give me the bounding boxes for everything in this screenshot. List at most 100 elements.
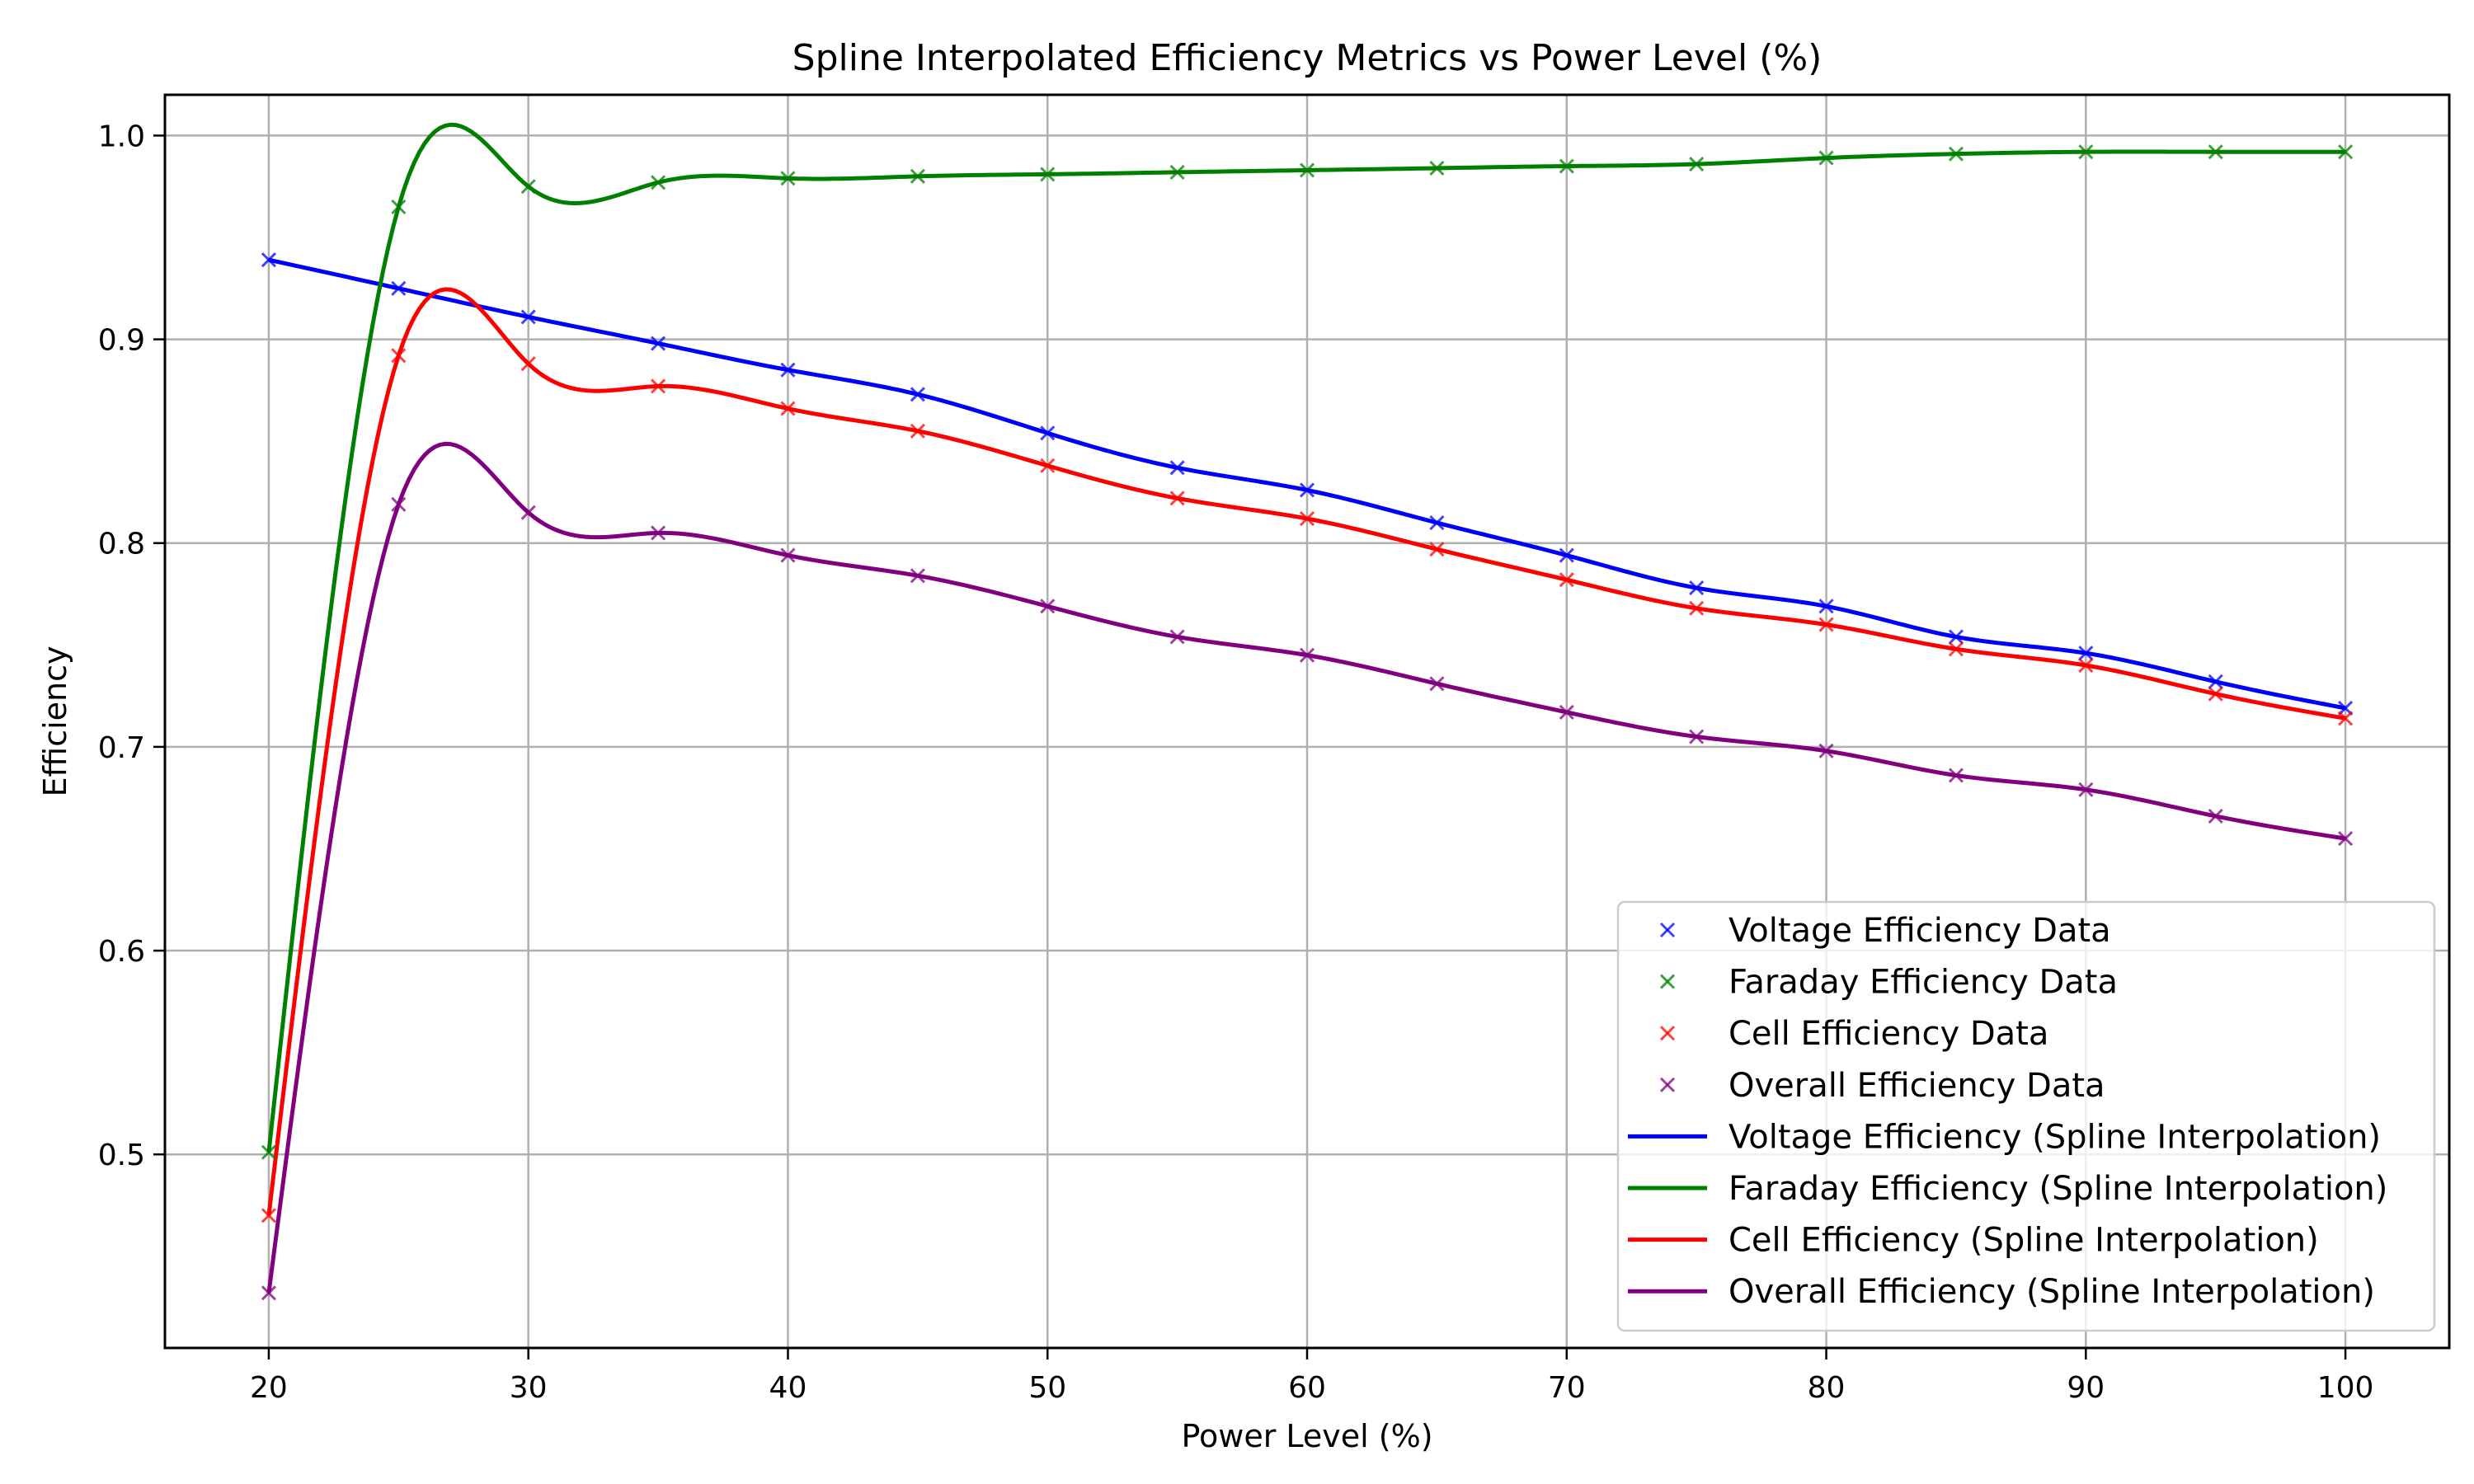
data-point-3 <box>1689 729 1705 744</box>
data-point-1 <box>780 171 796 186</box>
data-point-3 <box>780 547 796 563</box>
legend-box <box>1616 900 2436 1332</box>
data-point-1 <box>651 175 666 190</box>
legend-label: Faraday Efficiency (Spline Interpolation… <box>1729 1170 2387 1208</box>
data-point-3 <box>520 505 536 520</box>
x-axis-label: Power Level (%) <box>1181 1418 1432 1454</box>
data-point-2 <box>651 378 666 394</box>
data-point-0 <box>520 309 536 325</box>
data-point-2 <box>520 356 536 372</box>
data-point-0 <box>1948 629 1964 645</box>
data-point-0 <box>1689 580 1705 596</box>
legend-marker-2 <box>1659 1026 1676 1041</box>
data-point-3 <box>910 568 925 584</box>
data-point-2 <box>2078 657 2094 674</box>
data-point-0 <box>1559 547 1574 563</box>
legend-label: Overall Efficiency (Spline Interpolation… <box>1729 1273 2375 1311</box>
x-tick-label: 100 <box>2317 1371 2374 1405</box>
data-point-0 <box>1818 599 1834 614</box>
data-point-1 <box>1429 160 1445 176</box>
chart-title: Spline Interpolated Efficiency Metrics v… <box>793 37 1823 79</box>
data-point-1 <box>2208 144 2223 160</box>
data-point-2 <box>2338 711 2354 726</box>
data-point-0 <box>391 280 407 296</box>
data-point-0 <box>261 252 276 268</box>
series-layer <box>261 122 2354 1301</box>
data-point-2 <box>1169 491 1185 506</box>
data-point-1 <box>1040 167 1056 182</box>
data-point-2 <box>1299 511 1315 527</box>
legend-label: Voltage Efficiency (Spline Interpolation… <box>1729 1118 2381 1156</box>
data-point-1 <box>1689 156 1705 172</box>
data-point-1 <box>1169 164 1185 180</box>
y-tick-label: 0.8 <box>98 528 145 561</box>
data-point-3 <box>651 525 666 541</box>
data-point-1 <box>520 179 536 195</box>
data-point-2 <box>1948 641 1964 657</box>
data-point-3 <box>2078 782 2094 797</box>
data-point-3 <box>1040 599 1056 614</box>
data-point-2 <box>1689 600 1705 616</box>
data-point-3 <box>2338 831 2354 847</box>
legend-marker-1 <box>1659 974 1676 989</box>
data-point-1 <box>1559 158 1574 174</box>
data-point-1 <box>2078 144 2094 160</box>
legend-marker-0 <box>1659 922 1676 938</box>
x-tick-label: 20 <box>250 1371 288 1405</box>
legend-marker-3 <box>1659 1077 1676 1092</box>
data-point-1 <box>261 1144 276 1160</box>
legend: Voltage Efficiency Data Faraday Efficienc… <box>1616 900 2436 1332</box>
data-point-3 <box>1818 743 1834 758</box>
data-point-0 <box>780 362 796 378</box>
data-point-0 <box>2078 646 2094 661</box>
legend-label: Cell Efficiency (Spline Interpolation) <box>1729 1222 2319 1260</box>
legend-label: Voltage Efficiency Data <box>1729 912 2111 950</box>
data-point-3 <box>1169 629 1185 645</box>
data-point-0 <box>1169 460 1185 476</box>
data-point-3 <box>1429 676 1445 692</box>
data-point-2 <box>1429 542 1445 557</box>
y-tick-label: 0.7 <box>98 731 145 765</box>
data-point-3 <box>1948 768 1964 783</box>
data-point-2 <box>1559 572 1574 588</box>
legend-label: Overall Efficiency Data <box>1729 1067 2105 1105</box>
data-point-3 <box>1299 647 1315 663</box>
y-tick-label: 0.5 <box>98 1139 145 1172</box>
data-point-0 <box>2208 674 2223 689</box>
data-point-1 <box>1818 150 1834 166</box>
x-tick-label: 90 <box>2067 1371 2105 1405</box>
data-point-2 <box>391 348 407 364</box>
y-tick-label: 0.6 <box>98 935 145 969</box>
y-tick-label: 0.9 <box>98 324 145 358</box>
data-point-1 <box>2338 144 2354 160</box>
x-tick-label: 50 <box>1028 1371 1066 1405</box>
data-point-2 <box>1818 617 1834 632</box>
axis-ticks: 20 30 40 50 60 70 80 90 100 0.5 0.6 0.7 0.8 0.9 1.0 <box>98 120 2374 1405</box>
data-point-2 <box>780 401 796 416</box>
data-point-3 <box>1559 704 1574 720</box>
data-point-0 <box>651 336 666 351</box>
x-tick-label: 70 <box>1548 1371 1586 1405</box>
data-point-0 <box>1040 425 1056 441</box>
data-point-2 <box>2208 686 2223 702</box>
legend-label: Cell Efficiency Data <box>1729 1015 2048 1053</box>
data-point-0 <box>910 387 925 402</box>
data-point-1 <box>1299 162 1315 178</box>
y-tick-label: 1.0 <box>98 120 145 153</box>
data-point-2 <box>1040 458 1056 473</box>
data-point-3 <box>391 496 407 512</box>
data-point-2 <box>910 423 925 439</box>
data-point-2 <box>261 1208 276 1223</box>
data-point-1 <box>391 199 407 214</box>
data-point-1 <box>910 168 925 184</box>
data-point-1 <box>1948 146 1964 162</box>
data-point-0 <box>1429 514 1445 531</box>
data-point-0 <box>1299 482 1315 498</box>
data-point-3 <box>2208 808 2223 824</box>
data-point-3 <box>261 1285 276 1301</box>
x-tick-label: 60 <box>1288 1371 1326 1405</box>
x-tick-label: 40 <box>769 1371 807 1405</box>
legend-label: Faraday Efficiency Data <box>1729 964 2118 1002</box>
x-tick-label: 30 <box>510 1371 548 1405</box>
